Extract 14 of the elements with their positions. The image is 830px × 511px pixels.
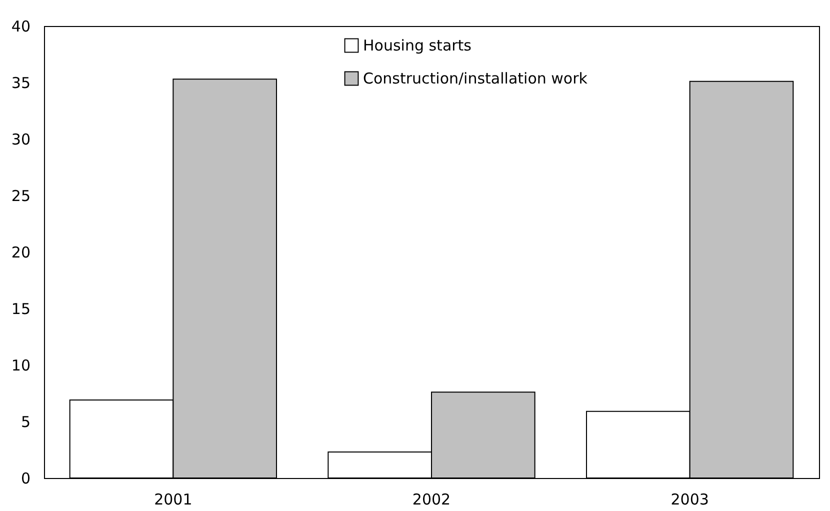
y-tick-label: 40 — [11, 18, 30, 36]
y-tick-label: 10 — [11, 356, 30, 374]
y-tick-label: 30 — [11, 130, 30, 148]
x-tick-label: 2003 — [670, 490, 709, 508]
x-tick-label: 2001 — [154, 490, 192, 508]
legend-label: Construction/installation work — [363, 70, 588, 88]
y-tick-label: 35 — [11, 74, 30, 92]
y-tick-label: 25 — [11, 187, 30, 205]
y-tick-label: 15 — [11, 300, 30, 318]
y-tick-label: 5 — [20, 413, 30, 431]
y-tick-label: 20 — [11, 244, 30, 262]
x-tick-label: 2002 — [412, 490, 451, 508]
y-tick-label: 0 — [20, 470, 30, 488]
legend-label: Housing starts — [363, 36, 472, 54]
